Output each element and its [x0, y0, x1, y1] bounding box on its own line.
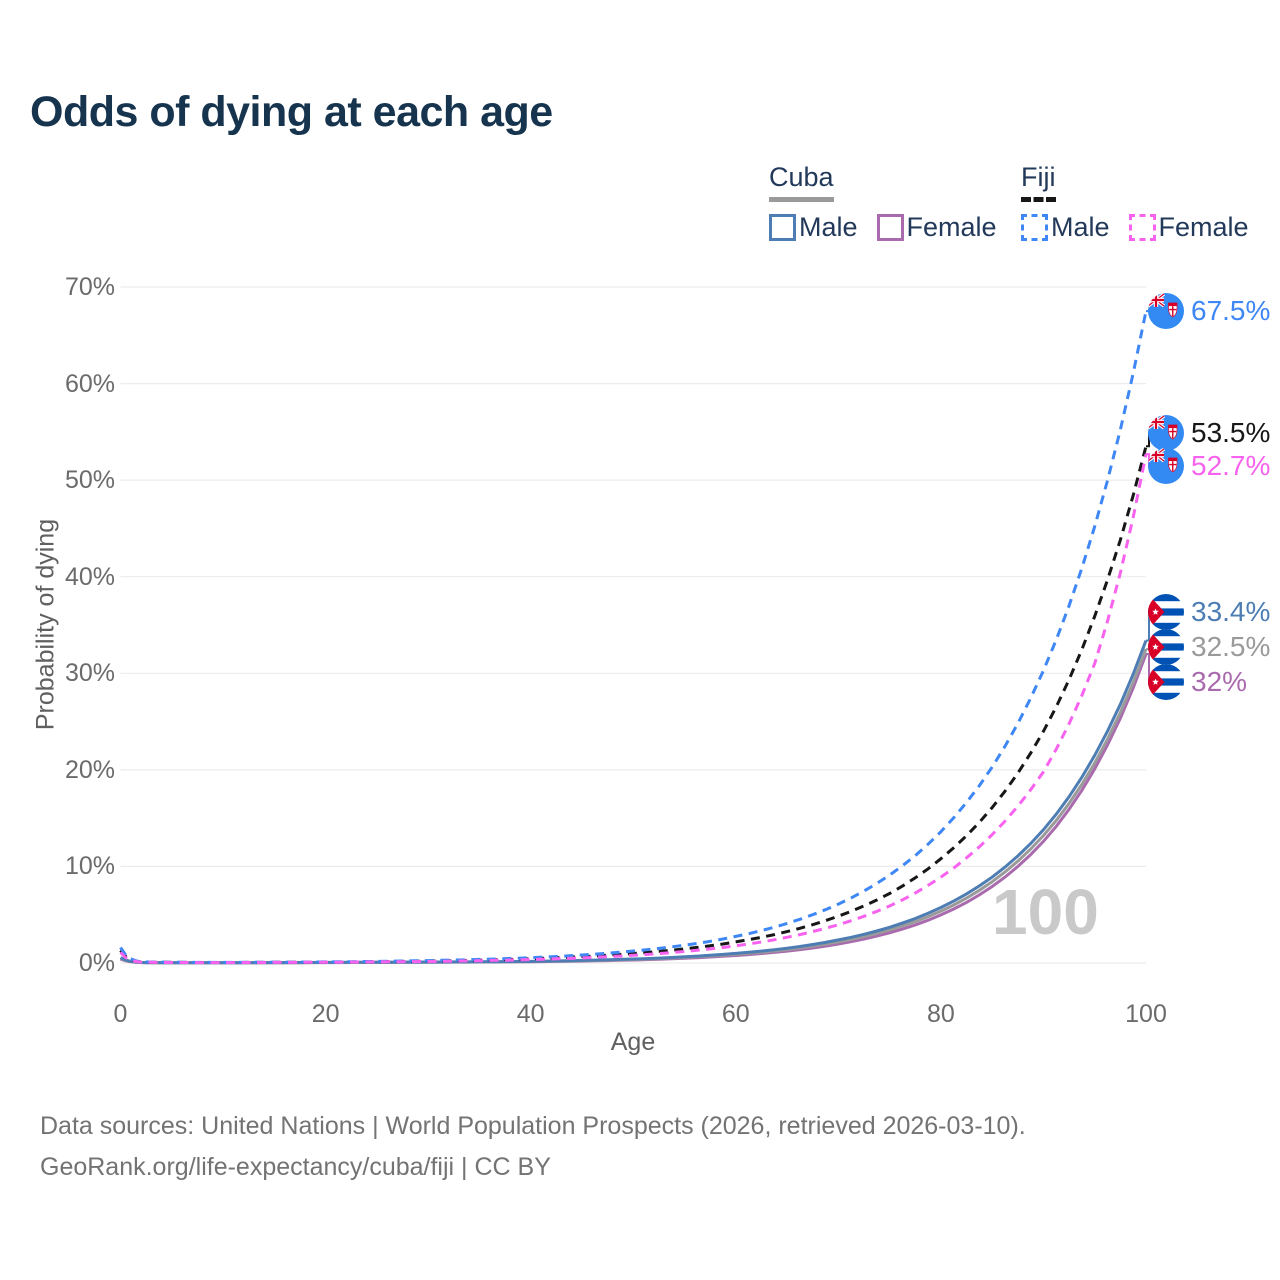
y-tick-50: 50%	[64, 466, 115, 495]
end-label-cuba-all[interactable]: 32.5%	[1148, 629, 1270, 665]
cuba-flag-icon	[1148, 594, 1184, 630]
x-tick-0: 0	[113, 1000, 128, 1028]
fiji-male-swatch-icon	[1021, 214, 1048, 241]
series-line-fiji-female[interactable]	[119, 453, 1148, 965]
legend-country-fiji: Fiji	[1021, 162, 1056, 202]
legend-label-fiji-male: Male	[1051, 212, 1110, 242]
legend-item-cuba-male[interactable]: Male	[769, 212, 858, 243]
cuba-flag-icon	[1148, 629, 1184, 665]
end-label-fiji-male[interactable]: 67.5%	[1148, 293, 1270, 329]
end-label-fiji-all[interactable]: 53.5%	[1148, 415, 1270, 451]
series-line-fiji-male[interactable]	[119, 310, 1148, 964]
x-tick-20: 20	[311, 1000, 340, 1028]
data-source-line: Data sources: United Nations | World Pop…	[40, 1112, 1026, 1140]
end-label-value: 67.5%	[1191, 295, 1271, 327]
fiji-flag-icon	[1148, 415, 1184, 451]
y-tick-20: 20%	[64, 755, 115, 784]
page-title: Odds of dying at each age	[30, 88, 553, 136]
y-tick-10: 10%	[64, 852, 115, 881]
end-label-value: 32.5%	[1191, 631, 1271, 663]
y-tick-60: 60%	[64, 369, 115, 398]
cuba-flag-icon	[1148, 664, 1184, 700]
end-label-cuba-male[interactable]: 33.4%	[1148, 594, 1270, 630]
fiji-flag-icon	[1148, 448, 1184, 484]
legend-group-cuba: Cuba Male Female	[769, 162, 997, 243]
end-label-cuba-female[interactable]: 32%	[1148, 664, 1247, 700]
legend-country-cuba: Cuba	[769, 162, 834, 202]
x-tick-100: 100	[1125, 1000, 1167, 1028]
legend-label-fiji-female: Female	[1158, 212, 1249, 242]
y-tick-70: 70%	[64, 273, 115, 301]
legend-item-fiji-male[interactable]: Male	[1021, 212, 1110, 243]
fiji-flag-icon	[1148, 293, 1184, 329]
y-tick-40: 40%	[64, 562, 115, 591]
legend-label-cuba-male: Male	[799, 212, 858, 242]
x-axis-title: Age	[610, 1028, 656, 1056]
legend-label-cuba-female: Female	[906, 212, 997, 242]
footer: Data sources: United Nations | World Pop…	[40, 1106, 1026, 1188]
y-axis-title: Probability of dying	[31, 518, 60, 731]
legend-item-fiji-female[interactable]: Female	[1128, 212, 1249, 243]
hover-age-watermark: 100	[992, 876, 1099, 948]
y-tick-0: 0%	[78, 949, 115, 977]
end-label-value: 33.4%	[1191, 596, 1271, 628]
y-tick-30: 30%	[64, 659, 115, 688]
legend-group-fiji: Fiji Male Female	[1021, 162, 1249, 243]
x-tick-40: 40	[516, 1000, 545, 1028]
attribution-line: GeoRank.org/life-expectancy/cuba/fiji | …	[40, 1153, 551, 1181]
cuba-male-swatch-icon	[769, 214, 796, 241]
end-label-value: 53.5%	[1191, 416, 1271, 448]
x-tick-80: 80	[926, 1000, 955, 1028]
x-tick-60: 60	[721, 1000, 750, 1028]
end-label-value: 32%	[1191, 665, 1248, 697]
fiji-female-swatch-icon	[1128, 214, 1156, 241]
cuba-female-swatch-icon	[876, 214, 904, 241]
legend-item-cuba-female[interactable]: Female	[876, 212, 997, 243]
end-label-fiji-female[interactable]: 52.7%	[1148, 448, 1270, 484]
end-label-value: 52.7%	[1191, 449, 1271, 481]
